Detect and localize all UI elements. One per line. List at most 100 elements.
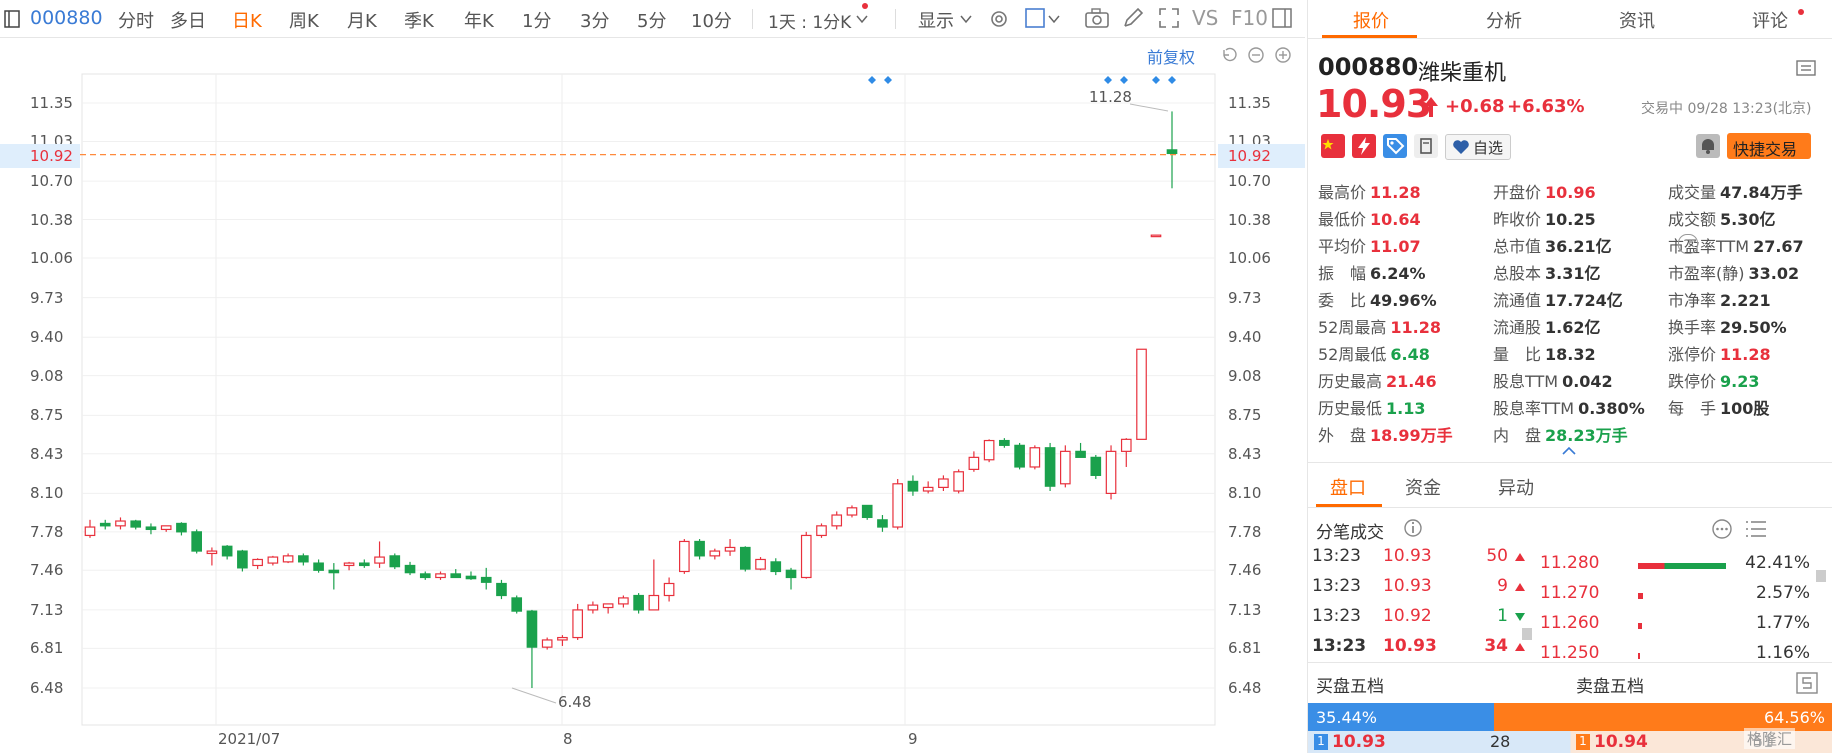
candle-body[interactable] <box>343 562 355 567</box>
candle-body[interactable] <box>999 439 1010 446</box>
candle-body[interactable] <box>922 486 934 492</box>
candle-body[interactable] <box>877 519 888 528</box>
candle-body[interactable] <box>496 582 507 597</box>
candle-body[interactable] <box>709 550 721 557</box>
candle-body[interactable] <box>176 522 187 533</box>
first-level-row[interactable]: 1 10.93 28 1 10.94 51 <box>1308 731 1832 753</box>
sub-tab-orderbook[interactable]: 盘口 <box>1330 478 1366 499</box>
candle-body[interactable] <box>526 610 538 648</box>
candle-body[interactable] <box>846 507 858 516</box>
list-view-icon[interactable] <box>1744 519 1768 539</box>
event-marker[interactable] <box>868 76 876 84</box>
tab-analysis[interactable]: 分析 <box>1486 11 1522 32</box>
detail-list-icon[interactable] <box>1796 60 1816 76</box>
tab-quote[interactable]: 报价 <box>1353 11 1389 32</box>
candle-body[interactable] <box>724 546 736 552</box>
candle-body[interactable] <box>602 603 614 609</box>
compare-button[interactable]: VS <box>1192 6 1219 30</box>
candle-body[interactable] <box>648 594 660 611</box>
chevron-up-icon[interactable] <box>1561 446 1577 456</box>
candle-body[interactable] <box>145 526 157 531</box>
timeframe-tab[interactable]: 年K <box>464 11 494 32</box>
candle-body[interactable] <box>130 520 142 528</box>
candle-body[interactable] <box>953 471 964 492</box>
candle-body[interactable] <box>572 609 583 639</box>
timeframe-tab[interactable]: 1分 <box>522 11 552 32</box>
period-select[interactable]: 1天 : 1分K <box>768 13 852 33</box>
candle-body[interactable] <box>770 561 782 573</box>
alert-bell-icon[interactable] <box>1696 134 1720 158</box>
candle-body[interactable] <box>298 555 309 563</box>
candle-body[interactable] <box>1029 447 1041 468</box>
candle-body[interactable] <box>861 504 873 519</box>
candle-body[interactable] <box>983 439 995 461</box>
timeframe-tab[interactable]: 月K <box>347 11 377 32</box>
candle-body[interactable] <box>358 562 370 567</box>
candle-body[interactable] <box>450 573 462 579</box>
timeframe-tab[interactable]: 3分 <box>580 11 610 32</box>
ticks-scrollbar[interactable] <box>1522 628 1532 640</box>
candle-body[interactable] <box>1136 348 1147 440</box>
bookmark-icon[interactable] <box>1414 134 1438 158</box>
tag-icon[interactable] <box>1383 134 1407 158</box>
panel-toggle-icon[interactable] <box>1272 8 1292 28</box>
candle-body[interactable] <box>419 573 431 579</box>
event-marker[interactable] <box>1152 76 1160 84</box>
chevron-down-icon[interactable] <box>960 14 972 24</box>
kline-chart[interactable]: 前复权 11.35 11.35 11.03 11.03 10.70 10.70 10.38 1… <box>0 38 1305 753</box>
candle-body[interactable] <box>374 556 385 564</box>
candle-body[interactable] <box>1014 444 1025 468</box>
candle-body[interactable] <box>267 556 279 564</box>
f10-button[interactable]: F10 <box>1231 6 1268 30</box>
candle-body[interactable] <box>1150 234 1162 238</box>
candle-body[interactable] <box>541 639 553 648</box>
candle-body[interactable] <box>1105 450 1117 495</box>
event-marker[interactable] <box>1120 76 1128 84</box>
quick-trade-button[interactable]: 快捷交易 <box>1727 133 1811 159</box>
candle-body[interactable] <box>618 597 629 605</box>
tab-comments[interactable]: 评论 <box>1752 11 1788 32</box>
timeframe-tab[interactable]: 10分 <box>691 11 732 32</box>
zoom-in-icon[interactable] <box>1274 46 1292 64</box>
candle-body[interactable] <box>282 555 294 563</box>
candle-body[interactable] <box>99 522 111 527</box>
ticks-list[interactable]: 13:23 10.93 50 13:23 10.93 9 13:23 10.92 1 13:23 1… <box>1308 548 1832 660</box>
candle-body[interactable] <box>633 594 644 611</box>
add-watchlist-button[interactable]: 自选 <box>1445 134 1511 160</box>
candle-body[interactable] <box>557 636 568 641</box>
candle-body[interactable] <box>313 562 324 571</box>
candle-body[interactable] <box>206 550 218 555</box>
candle-body[interactable] <box>739 546 751 570</box>
event-marker[interactable] <box>1168 76 1176 84</box>
more-icon[interactable]: ··· <box>1678 234 1698 254</box>
book-toggle-icon[interactable] <box>1796 672 1818 694</box>
candle-body[interactable] <box>755 558 766 570</box>
candle-body[interactable] <box>938 478 949 488</box>
sidebar-toggle-icon[interactable] <box>4 10 20 28</box>
pen-icon[interactable] <box>1122 7 1144 29</box>
candle-body[interactable] <box>1075 450 1086 458</box>
candle-body[interactable] <box>480 576 492 583</box>
candle-body[interactable] <box>663 582 675 597</box>
zoom-out-icon[interactable] <box>1247 46 1265 64</box>
candle-body[interactable] <box>1090 456 1102 476</box>
candle-body[interactable] <box>404 564 416 574</box>
candle-body[interactable] <box>907 480 919 492</box>
candle-body[interactable] <box>892 483 904 528</box>
kline-svg[interactable] <box>0 38 1305 753</box>
candle-body[interactable] <box>465 575 477 580</box>
chevron-down-icon[interactable] <box>1048 14 1060 24</box>
dist-scrollbar[interactable] <box>1816 570 1826 582</box>
candle-body[interactable] <box>328 569 340 574</box>
tab-news[interactable]: 资讯 <box>1619 11 1655 32</box>
settings-icon[interactable] <box>988 8 1010 30</box>
candle-body[interactable] <box>1166 149 1178 155</box>
timeframe-tab[interactable]: 季K <box>404 11 434 32</box>
stock-code[interactable]: 000880 <box>30 7 103 29</box>
candle-body[interactable] <box>221 545 233 557</box>
candle-body[interactable] <box>191 531 203 552</box>
candle-body[interactable] <box>237 550 248 569</box>
candle-body[interactable] <box>679 540 690 573</box>
fullscreen-icon[interactable] <box>1158 7 1180 29</box>
candle-body[interactable] <box>1059 450 1071 485</box>
